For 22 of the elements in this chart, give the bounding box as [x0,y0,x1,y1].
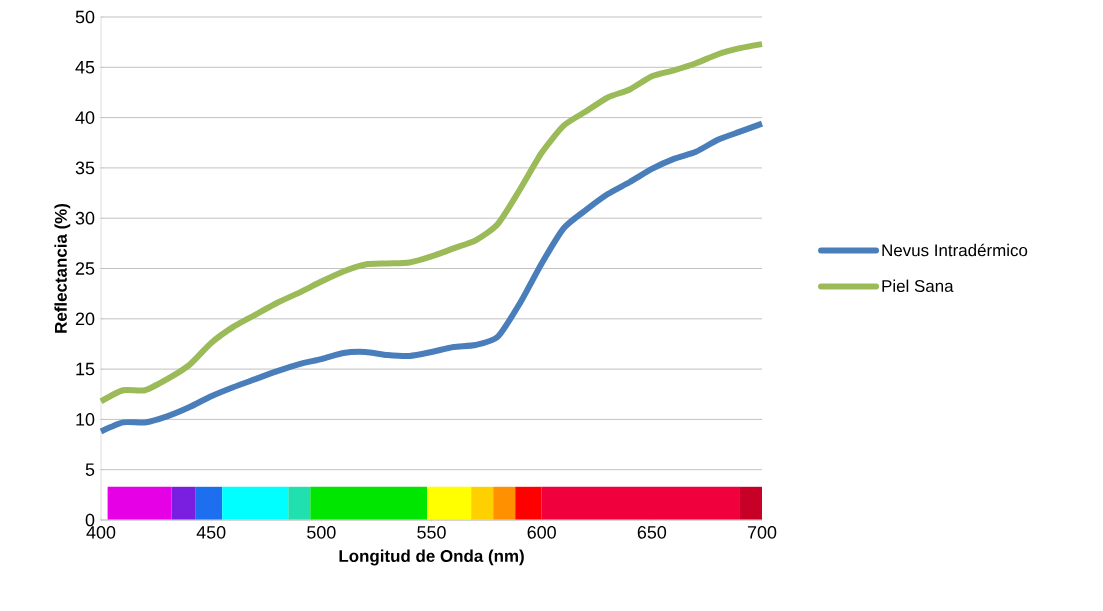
x-tick-label: 500 [307,526,336,539]
x-axis-title: Longitud de Onda (nm) [339,549,524,566]
legend-label: Nevus Intradérmico [882,243,1028,257]
y-tick-label: 0 [85,513,95,527]
x-tick-label: 550 [417,526,446,539]
y-tick-label: 45 [75,61,95,74]
x-tick-label: 700 [747,526,777,539]
x-tick-label: 650 [637,526,667,539]
y-axis-title: Reflectancia (%) [54,203,71,333]
x-tick-label: 400 [86,526,116,539]
y-tick-label: 50 [75,10,95,24]
y-tick-label: 40 [75,111,95,124]
legend-label: Piel Sana [882,279,954,293]
y-tick-label: 5 [85,463,95,476]
x-tick-label: 600 [527,526,556,539]
y-tick-label: 10 [76,413,95,426]
y-tick-label: 20 [75,312,95,326]
x-tick-label: 450 [196,526,226,539]
y-tick-label: 25 [75,262,95,275]
y-tick-label: 35 [75,161,95,175]
y-tick-label: 15 [76,362,95,376]
y-tick-label: 30 [75,211,95,225]
